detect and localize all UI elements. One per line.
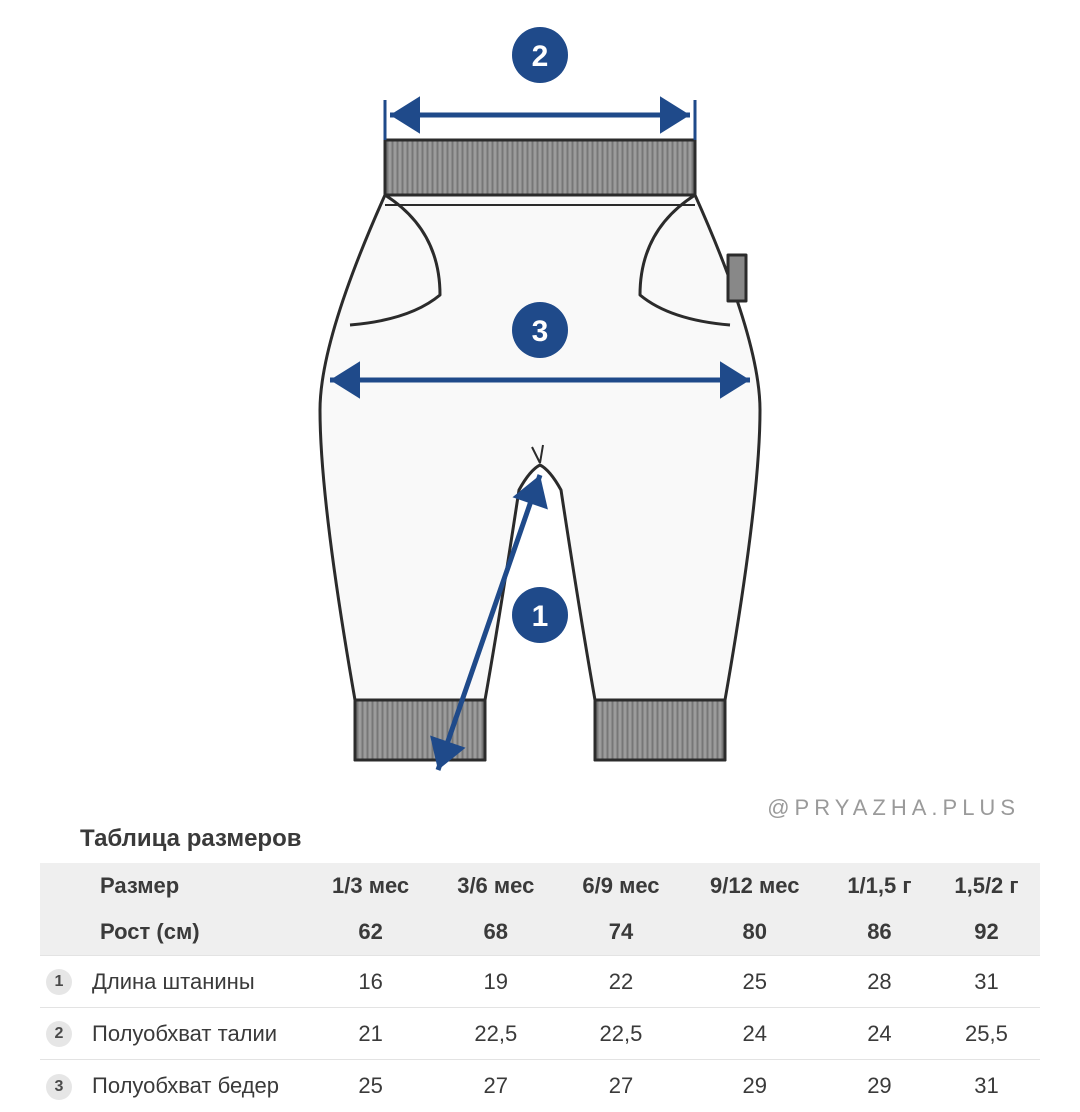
h-2: 74 [558, 909, 683, 956]
cell: 24 [684, 1008, 826, 1060]
size-table-grid: Размер 1/3 мес 3/6 мес 6/9 мес 9/12 мес … [40, 863, 1040, 1112]
marker-1-label: 1 [532, 600, 549, 633]
header-row-height: Рост (см) 62 68 74 80 86 92 [40, 909, 1040, 956]
cell: 25,5 [933, 1008, 1040, 1060]
cell: 22,5 [433, 1008, 558, 1060]
cell: 21 [308, 1008, 433, 1060]
cell: 25 [684, 956, 826, 1008]
cell: 27 [558, 1060, 683, 1112]
measure-2: 2 [385, 27, 695, 140]
row-label: Полуобхват бедер [88, 1060, 308, 1112]
row-label: Длина штанины [88, 956, 308, 1008]
pants-shape [320, 140, 760, 760]
table-row: 1Длина штанины161922252831 [40, 956, 1040, 1008]
col-3: 9/12 мес [684, 863, 826, 909]
col-1: 3/6 мес [433, 863, 558, 909]
cell: 27 [433, 1060, 558, 1112]
row-bullet: 3 [40, 1060, 88, 1112]
cell: 24 [826, 1008, 933, 1060]
size-table: Таблица размеров Размер 1/3 мес 3/6 мес … [40, 825, 1040, 1112]
cell: 16 [308, 956, 433, 1008]
pants-diagram: 2 3 1 [0, 0, 1080, 790]
cell: 22,5 [558, 1008, 683, 1060]
h-1: 68 [433, 909, 558, 956]
cell: 28 [826, 956, 933, 1008]
table-title: Таблица размеров [80, 825, 1040, 853]
cell: 29 [826, 1060, 933, 1112]
header-row-size: Размер 1/3 мес 3/6 мес 6/9 мес 9/12 мес … [40, 863, 1040, 909]
header-size: Размер [88, 863, 308, 909]
col-4: 1/1,5 г [826, 863, 933, 909]
row-bullet: 2 [40, 1008, 88, 1060]
row-bullet: 1 [40, 956, 88, 1008]
col-2: 6/9 мес [558, 863, 683, 909]
marker-2-label: 2 [532, 40, 549, 73]
header-height: Рост (см) [88, 909, 308, 956]
cell: 25 [308, 1060, 433, 1112]
col-0: 1/3 мес [308, 863, 433, 909]
cell: 19 [433, 956, 558, 1008]
cell: 22 [558, 956, 683, 1008]
table-row: 3Полуобхват бедер252727292931 [40, 1060, 1040, 1112]
h-5: 92 [933, 909, 1040, 956]
col-5: 1,5/2 г [933, 863, 1040, 909]
cell: 31 [933, 1060, 1040, 1112]
marker-3-label: 3 [532, 315, 549, 348]
watermark: @PRYAZHA.PLUS [767, 795, 1020, 821]
table-row: 2Полуобхват талии2122,522,5242425,5 [40, 1008, 1040, 1060]
h-3: 80 [684, 909, 826, 956]
row-label: Полуобхват талии [88, 1008, 308, 1060]
cell: 31 [933, 956, 1040, 1008]
h-4: 86 [826, 909, 933, 956]
h-0: 62 [308, 909, 433, 956]
cell: 29 [684, 1060, 826, 1112]
